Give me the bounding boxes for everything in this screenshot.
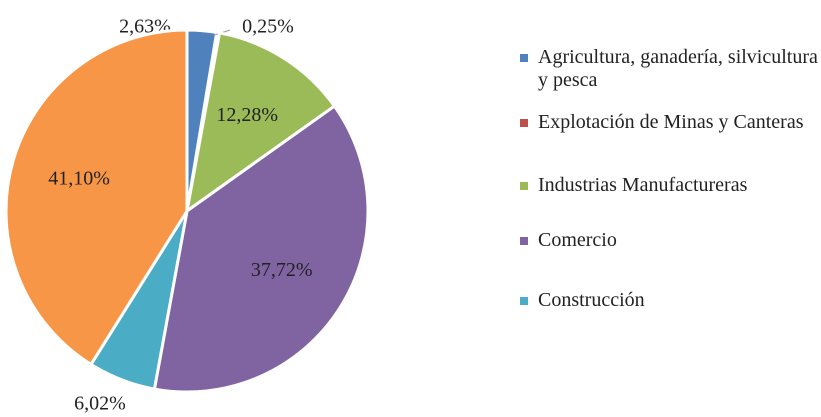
data-label: 0,25%: [242, 16, 294, 38]
legend-swatch: [520, 297, 528, 305]
legend-label: Agricultura, ganadería, silvicultura y p…: [538, 46, 818, 91]
legend-label: Explotación de Minas y Canteras: [538, 111, 804, 133]
data-label: 6,02%: [74, 393, 126, 415]
pie-slice: [152, 103, 370, 394]
legend-label: Comercio: [538, 229, 617, 251]
legend-item: Construcción: [520, 289, 821, 312]
pie-slice: [184, 31, 337, 215]
data-label: 41,10%: [48, 168, 110, 190]
legend-swatch: [520, 54, 528, 62]
pie-area: 2,63% 0,25%12,28%37,72%6,02%41,10%: [4, 16, 370, 415]
legend-item: Comercio: [520, 229, 821, 252]
legend-swatch: [520, 237, 528, 245]
legend-swatch: [520, 182, 528, 190]
data-label: 12,28%: [216, 104, 278, 126]
legend-label: Industrias Manufactureras: [538, 174, 748, 196]
pie-slice: [4, 28, 189, 367]
legend-item: Explotación de Minas y Canteras: [520, 111, 821, 134]
data-label: 37,72%: [251, 259, 313, 281]
legend-item: Agricultura, ganadería, silvicultura y p…: [520, 46, 821, 92]
legend-label: Construcción: [538, 289, 645, 311]
legend-item: Industrias Manufactureras: [520, 174, 821, 197]
legend-swatch: [520, 119, 528, 127]
